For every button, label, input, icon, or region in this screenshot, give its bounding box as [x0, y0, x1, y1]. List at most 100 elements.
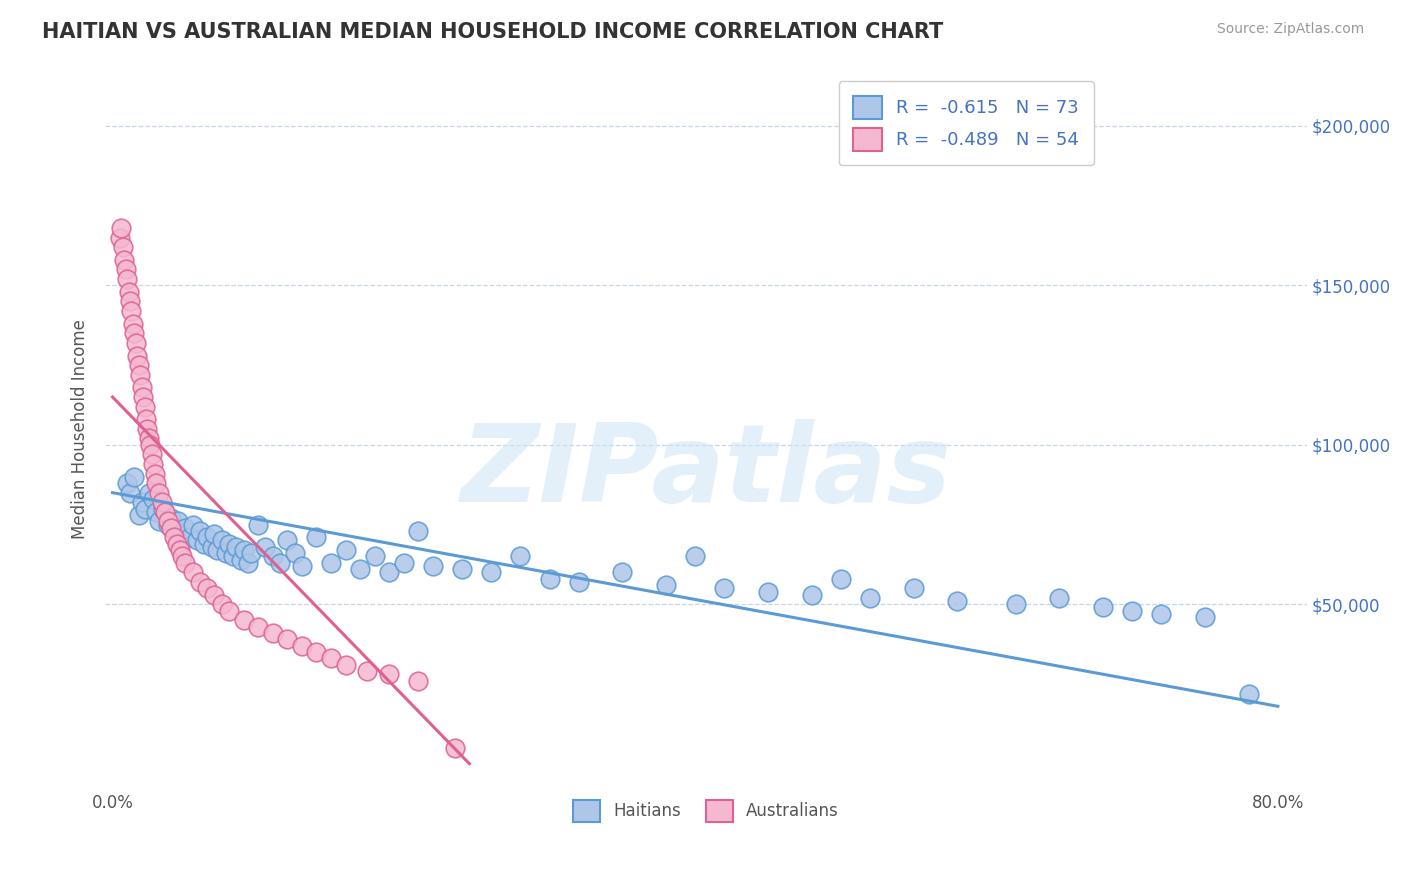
Point	[356, 664, 378, 678]
Point	[115, 476, 138, 491]
Point	[110, 221, 132, 235]
Point	[181, 517, 204, 532]
Point	[142, 457, 165, 471]
Point	[163, 530, 186, 544]
Point	[138, 485, 160, 500]
Point	[118, 485, 141, 500]
Point	[262, 549, 284, 564]
Point	[174, 521, 197, 535]
Point	[218, 536, 240, 550]
Point	[756, 584, 779, 599]
Point	[156, 517, 179, 532]
Point	[903, 582, 925, 596]
Point	[612, 566, 634, 580]
Point	[218, 604, 240, 618]
Point	[131, 380, 153, 394]
Point	[131, 495, 153, 509]
Point	[115, 272, 138, 286]
Point	[713, 582, 735, 596]
Point	[139, 438, 162, 452]
Point	[145, 505, 167, 519]
Point	[179, 530, 201, 544]
Point	[165, 524, 187, 538]
Point	[1237, 687, 1260, 701]
Point	[153, 505, 176, 519]
Point	[112, 252, 135, 267]
Point	[443, 740, 465, 755]
Point	[319, 556, 342, 570]
Point	[145, 476, 167, 491]
Point	[479, 566, 502, 580]
Point	[408, 524, 430, 538]
Point	[124, 326, 146, 341]
Point	[225, 540, 247, 554]
Point	[118, 294, 141, 309]
Point	[568, 574, 591, 589]
Point	[181, 566, 204, 580]
Point	[143, 467, 166, 481]
Point	[111, 240, 134, 254]
Point	[211, 597, 233, 611]
Point	[122, 317, 145, 331]
Point	[195, 582, 218, 596]
Point	[150, 495, 173, 509]
Point	[422, 559, 444, 574]
Point	[207, 543, 229, 558]
Point	[538, 572, 561, 586]
Point	[247, 619, 270, 633]
Point	[188, 524, 211, 538]
Point	[830, 572, 852, 586]
Point	[128, 358, 150, 372]
Text: ZIPatlas: ZIPatlas	[461, 419, 952, 525]
Point	[1150, 607, 1173, 621]
Point	[138, 432, 160, 446]
Point	[291, 559, 314, 574]
Point	[174, 556, 197, 570]
Point	[1092, 600, 1115, 615]
Point	[135, 412, 157, 426]
Point	[232, 543, 254, 558]
Point	[364, 549, 387, 564]
Point	[239, 546, 262, 560]
Point	[284, 546, 307, 560]
Point	[215, 546, 238, 560]
Point	[946, 594, 969, 608]
Point	[204, 527, 226, 541]
Point	[142, 491, 165, 506]
Point	[319, 651, 342, 665]
Point	[124, 469, 146, 483]
Point	[291, 639, 314, 653]
Point	[117, 285, 139, 299]
Point	[509, 549, 531, 564]
Point	[136, 422, 159, 436]
Point	[128, 508, 150, 522]
Point	[141, 447, 163, 461]
Point	[167, 514, 190, 528]
Point	[152, 501, 174, 516]
Point	[134, 501, 156, 516]
Point	[1121, 604, 1143, 618]
Y-axis label: Median Household Income: Median Household Income	[72, 319, 89, 539]
Point	[188, 574, 211, 589]
Point	[169, 543, 191, 558]
Point	[247, 517, 270, 532]
Point	[859, 591, 882, 605]
Point	[204, 588, 226, 602]
Point	[254, 540, 277, 554]
Point	[120, 304, 142, 318]
Point	[1004, 597, 1026, 611]
Point	[172, 549, 194, 564]
Point	[166, 536, 188, 550]
Point	[378, 667, 401, 681]
Point	[156, 514, 179, 528]
Point	[1047, 591, 1070, 605]
Point	[276, 632, 298, 647]
Point	[305, 530, 328, 544]
Point	[127, 349, 149, 363]
Point	[211, 533, 233, 548]
Point	[683, 549, 706, 564]
Point	[159, 521, 181, 535]
Point	[125, 335, 148, 350]
Point	[148, 514, 170, 528]
Point	[451, 562, 474, 576]
